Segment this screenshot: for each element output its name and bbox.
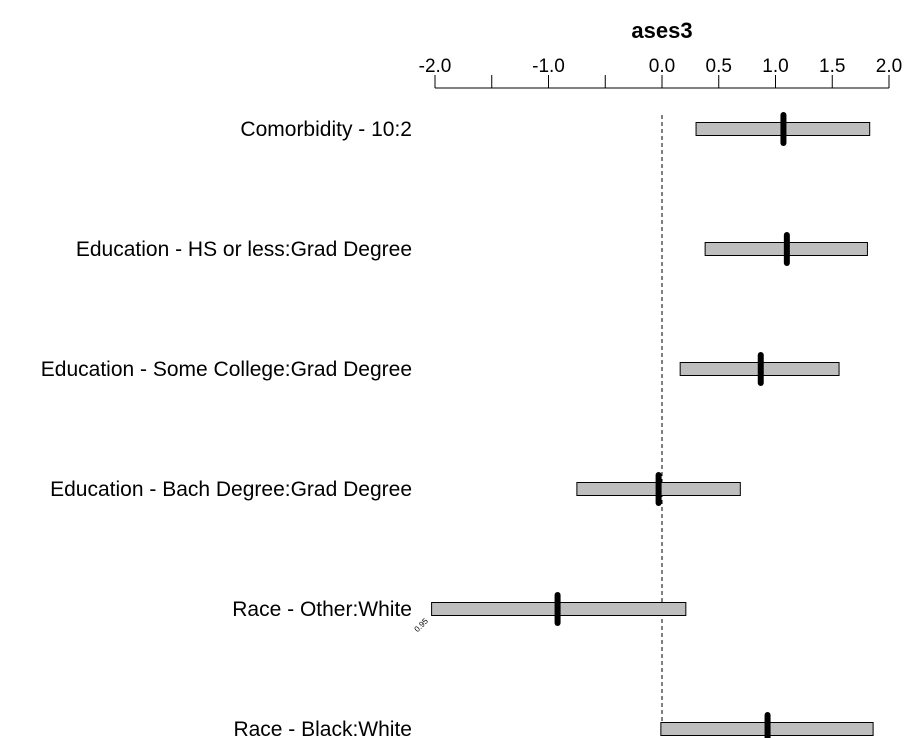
row-label: Education - Bach Degree:Grad Degree [50,478,412,501]
x-tick-label: 0.0 [649,56,675,77]
interval-row: Education - Some College:Grad Degree [41,352,840,386]
x-tick-label: 0.5 [706,56,732,77]
confidence-level-label: 0.95 [413,616,431,634]
interval-row: Comorbidity - 10:2 [240,112,871,146]
x-axis: -2.0 -1.0 0.0 0.5 1.0 1.5 2.0 [419,56,902,89]
x-tick-label: 1.5 [819,56,845,77]
row-label: Race - Black:White [233,718,412,738]
x-tick-label: -1.0 [532,56,565,77]
interval-row: Race - Other:White [232,592,687,626]
row-label: Education - Some College:Grad Degree [41,358,412,381]
row-label: Education - HS or less:Grad Degree [76,238,412,261]
x-tick-label: 1.0 [762,56,788,77]
interval-row: Education - HS or less:Grad Degree [76,232,868,266]
row-label: Race - Other:White [232,598,412,621]
row-label: Comorbidity - 10:2 [240,118,412,141]
interval-row: Race - Black:White [233,712,874,738]
chart-title: ases3 [631,18,692,43]
interval-rows: Comorbidity - 10:2 Education - HS or less… [41,112,874,738]
x-tick-label: -2.0 [419,56,452,77]
interval-row: Education - Bach Degree:Grad Degree [50,472,741,506]
x-tick-label: 2.0 [876,56,902,77]
